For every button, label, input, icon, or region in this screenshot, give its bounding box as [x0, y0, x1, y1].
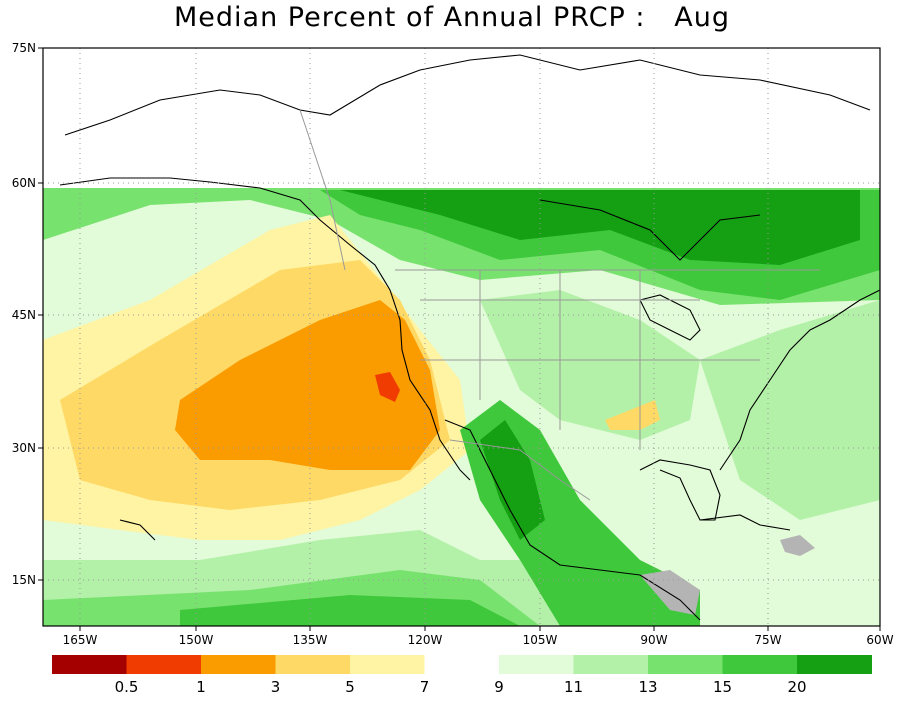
field-no-data: [43, 48, 880, 188]
alaska-canada-border: [299, 109, 346, 271]
coastlines: [59, 54, 880, 621]
mask-central-america: [640, 570, 700, 615]
colorbar-label: 1: [196, 678, 206, 696]
colorbar-swatch: [499, 655, 574, 674]
field-central-11: [480, 290, 700, 440]
field-pacific-1: [375, 372, 400, 402]
field-east-11: [700, 300, 880, 520]
lat-label: 60N: [12, 176, 36, 190]
us-mexico-border: [449, 439, 591, 501]
political-borders: [299, 109, 820, 501]
colorbar-label: 20: [787, 678, 806, 696]
colorbar-label: 11: [564, 678, 583, 696]
colorbar-label: 15: [713, 678, 732, 696]
lat-label: 75N: [12, 41, 36, 55]
arctic-coast: [64, 54, 871, 136]
colorbar-swatch: [52, 655, 127, 674]
field-se-5: [605, 400, 660, 430]
lat-label: 45N: [12, 308, 36, 322]
colorbar-swatch: [573, 655, 649, 674]
lon-label: 135W: [293, 633, 328, 647]
lon-label: 75W: [754, 633, 781, 647]
atlantic-coast: [719, 289, 880, 471]
field-monsoon-20: [480, 420, 545, 540]
state-lines: [420, 270, 760, 450]
lat-labels: 75N 60N 45N 30N 15N: [12, 41, 36, 587]
mexico-coast: [444, 419, 701, 621]
field-south-15: [180, 595, 520, 626]
colorbar-swatch: [350, 655, 425, 674]
colorbar-swatch: [797, 655, 872, 674]
field-north-dark: [340, 190, 860, 265]
map-frame: [42, 47, 881, 627]
colorbar-swatch: [722, 655, 798, 674]
hudson-bay: [539, 199, 761, 261]
lon-label: 105W: [523, 633, 558, 647]
colorbar-label: 5: [345, 678, 355, 696]
lat-label: 15N: [12, 573, 36, 587]
lat-label: 30N: [12, 441, 36, 455]
great-lakes: [639, 294, 701, 341]
lon-label: 165W: [63, 633, 98, 647]
colorbar-label: 9: [494, 678, 504, 696]
baja: [459, 469, 471, 481]
colorbar-label: 13: [638, 678, 657, 696]
pacific-coast: [59, 177, 461, 471]
field-pacific-3: [175, 300, 440, 470]
lon-labels: 165W 150W 135W 120W 105W 90W 75W 60W: [63, 633, 894, 647]
colorbar-label: 0.5: [115, 678, 139, 696]
colorbar: 0.5 1 3 5 7 9 11 13 15 20: [52, 655, 872, 696]
colorbar-swatch: [648, 655, 723, 674]
lon-label: 150W: [179, 633, 214, 647]
lon-label: 120W: [408, 633, 443, 647]
lon-label: 60W: [866, 633, 893, 647]
precip-fields: [43, 48, 880, 626]
tick-marks: [38, 47, 881, 631]
colorbar-swatch: [201, 655, 276, 674]
colorbar-swatch: [424, 655, 500, 674]
cuba: [699, 514, 791, 531]
map-title: Median Percent of Annual PRCP : Aug: [174, 2, 730, 33]
colorbar-swatch: [275, 655, 351, 674]
gulf-coast: [639, 459, 721, 521]
hawaii: [119, 519, 156, 541]
colorbar-swatch: [126, 655, 202, 674]
colorbar-label: 3: [271, 678, 281, 696]
lon-label: 90W: [640, 633, 667, 647]
mask-hispaniola: [780, 535, 815, 556]
colorbar-label: 7: [420, 678, 430, 696]
